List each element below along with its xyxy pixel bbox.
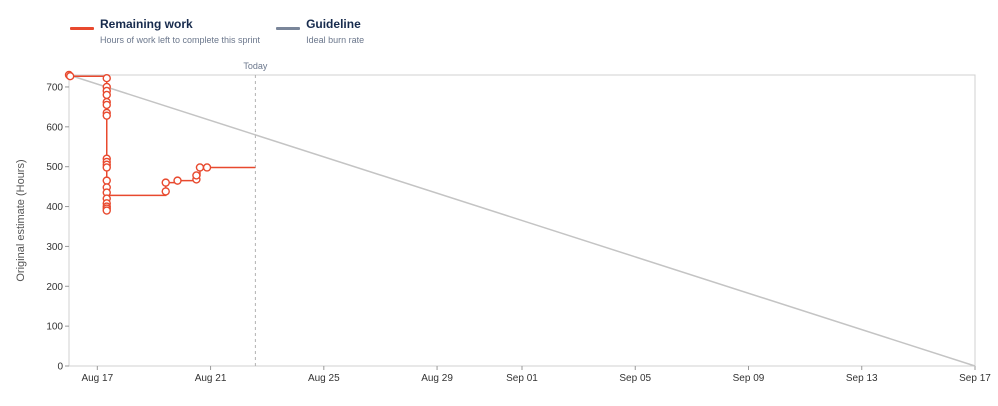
remaining-work-point[interactable] bbox=[102, 100, 111, 110]
y-tick-label: 700 bbox=[46, 82, 63, 93]
y-tick-label: 600 bbox=[46, 122, 63, 133]
remaining-work-point[interactable] bbox=[102, 73, 111, 83]
x-tick-label: Sep 09 bbox=[733, 373, 765, 384]
chart-legend: Remaining work Hours of work left to com… bbox=[70, 16, 364, 47]
y-tick-label: 400 bbox=[46, 202, 63, 213]
legend-swatch-guideline bbox=[276, 27, 301, 30]
y-tick-label: 500 bbox=[46, 162, 63, 173]
remaining-work-point[interactable] bbox=[192, 171, 201, 180]
remaining-work-point[interactable] bbox=[102, 111, 111, 120]
x-tick-label: Sep 13 bbox=[846, 373, 878, 384]
x-tick-label: Aug 17 bbox=[81, 373, 113, 384]
remaining-work-point[interactable] bbox=[102, 206, 111, 215]
legend-swatch-remaining-work bbox=[70, 27, 94, 30]
x-tick-label: Sep 01 bbox=[506, 373, 538, 384]
y-tick-label: 100 bbox=[46, 322, 63, 333]
x-tick-label: Sep 17 bbox=[959, 373, 991, 384]
remaining-work-point[interactable] bbox=[102, 90, 111, 100]
legend-description-remaining-work: Hours of work left to complete this spri… bbox=[100, 35, 261, 45]
legend-item-remaining-work[interactable]: Remaining work Hours of work left to com… bbox=[70, 16, 260, 47]
legend-label-guideline: Guideline bbox=[306, 17, 361, 31]
remaining-work-point[interactable] bbox=[161, 187, 170, 196]
y-tick-label: 0 bbox=[57, 362, 63, 373]
remaining-work-point[interactable] bbox=[65, 71, 75, 81]
remaining-work-point[interactable] bbox=[202, 163, 212, 172]
remaining-work-point[interactable] bbox=[102, 176, 111, 185]
remaining-work-point[interactable] bbox=[161, 178, 170, 187]
remaining-work-point[interactable] bbox=[195, 163, 205, 172]
y-axis-title: Original estimate (Hours) bbox=[15, 159, 27, 281]
y-tick-label: 300 bbox=[46, 242, 63, 253]
x-tick-label: Sep 05 bbox=[619, 373, 651, 384]
legend-description-guideline: Ideal burn rate bbox=[306, 35, 365, 45]
legend-item-guideline[interactable]: Guideline Ideal burn rate bbox=[276, 16, 364, 47]
guideline-series-line bbox=[68, 74, 976, 367]
x-tick-label: Aug 29 bbox=[421, 373, 453, 384]
today-marker-label: Today bbox=[243, 61, 268, 71]
remaining-work-point[interactable] bbox=[173, 176, 182, 185]
x-tick-label: Aug 21 bbox=[195, 373, 227, 384]
remaining-work-point[interactable] bbox=[102, 163, 111, 172]
x-tick-label: Aug 25 bbox=[308, 373, 340, 384]
legend-label-remaining-work: Remaining work bbox=[100, 17, 193, 31]
y-tick-label: 200 bbox=[46, 282, 63, 293]
